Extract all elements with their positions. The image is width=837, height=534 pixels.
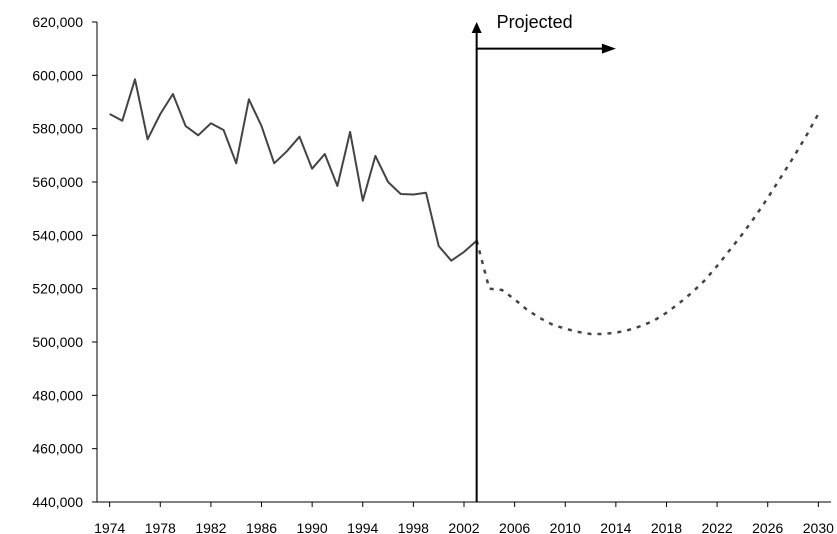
x-tick-label: 2030 (803, 520, 834, 534)
annotation-layer: Projected (471, 12, 616, 502)
divider-arrowhead (471, 22, 482, 33)
y-tick-label: 460,000 (32, 441, 83, 457)
x-tick-label: 1986 (246, 520, 277, 534)
y-tick-label: 580,000 (32, 121, 83, 137)
x-tick-label: 1982 (195, 520, 226, 534)
y-tick-label: 520,000 (32, 281, 83, 297)
actual-series-line (109, 78, 478, 262)
x-tick-label: 1998 (398, 520, 429, 534)
x-tick-label: 1994 (347, 520, 378, 534)
y-axis: 440,000 460,000 480,000 500,000 520,000 540,0… (32, 14, 98, 510)
x-tick-label: 2006 (499, 520, 530, 534)
x-tick-label: 1990 (297, 520, 328, 534)
x-tick-label: 2002 (448, 520, 479, 534)
projected-arrowhead (601, 43, 616, 54)
series-layer (109, 78, 820, 336)
x-tick-label: 2014 (600, 520, 631, 534)
x-tick-label: 2018 (651, 520, 682, 534)
x-tick-label: 2010 (550, 520, 581, 534)
y-tick-label: 500,000 (32, 334, 83, 350)
y-tick-label: 440,000 (32, 494, 83, 510)
y-tick-label: 540,000 (32, 227, 83, 243)
projected-label: Projected (497, 12, 573, 32)
y-tick-label: 600,000 (32, 67, 83, 83)
x-axis: 1974 1978 1982 1986 1990 1994 1998 2002 2006 2010… (94, 501, 834, 534)
y-tick-label: 560,000 (32, 174, 83, 190)
x-tick-label: 1978 (145, 520, 176, 534)
y-tick-label: 480,000 (32, 387, 83, 403)
y-tick-label: 620,000 (32, 14, 83, 30)
x-tick-label: 2022 (702, 520, 733, 534)
projected-series-line (475, 113, 820, 336)
x-tick-label: 1974 (94, 520, 125, 534)
x-tick-label: 2026 (752, 520, 783, 534)
